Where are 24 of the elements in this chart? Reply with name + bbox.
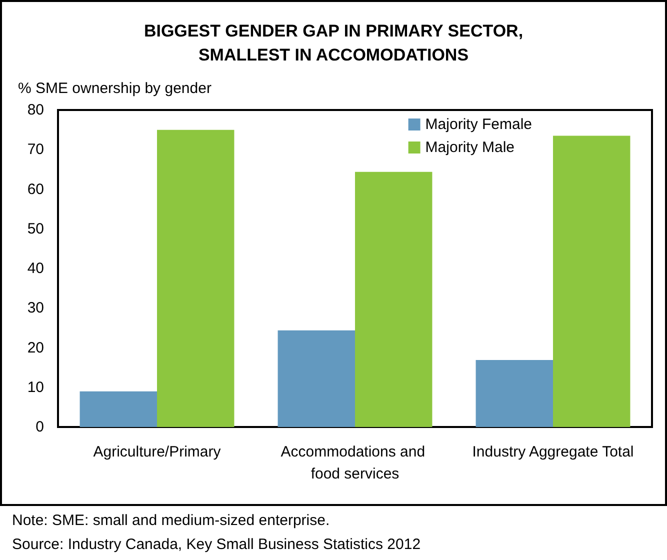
y-tick-label: 80 bbox=[27, 102, 44, 118]
text: Note: SME: small and medium-sized enterprise. bbox=[12, 512, 330, 529]
bar bbox=[80, 391, 157, 427]
y-tick-label: 40 bbox=[27, 260, 44, 277]
y-tick-label: 10 bbox=[27, 378, 44, 396]
bar bbox=[355, 172, 432, 427]
y-tick-label: 50 bbox=[27, 220, 44, 238]
y-tick-label: 20 bbox=[27, 339, 44, 356]
source-note: Source: Industry Canada, Key Small Business Statistics 2012 bbox=[12, 536, 421, 553]
bar bbox=[553, 136, 630, 427]
y-axis-title: % SME ownership by gender bbox=[18, 80, 212, 97]
y-tick-label: 60 bbox=[27, 180, 44, 198]
y-tick-label: 0 bbox=[36, 418, 44, 436]
legend-label: Majority Male bbox=[425, 139, 514, 156]
bar bbox=[476, 360, 553, 427]
x-tick-label: Agriculture/Primary bbox=[93, 444, 222, 460]
bar bbox=[278, 330, 355, 427]
y-tick-label: 30 bbox=[27, 300, 44, 317]
bar bbox=[157, 130, 234, 427]
legend-label: Majority Female bbox=[425, 116, 532, 133]
x-tick-label: Accommodations and food services bbox=[280, 444, 430, 482]
chart-title: BIGGEST GENDER GAP IN PRIMARY SECTOR, SMALLEST IN ACCOMODATIONS bbox=[144, 22, 524, 64]
y-tick-label: 70 bbox=[27, 141, 44, 158]
x-tick-label: Industry Aggregate Total bbox=[472, 444, 634, 460]
